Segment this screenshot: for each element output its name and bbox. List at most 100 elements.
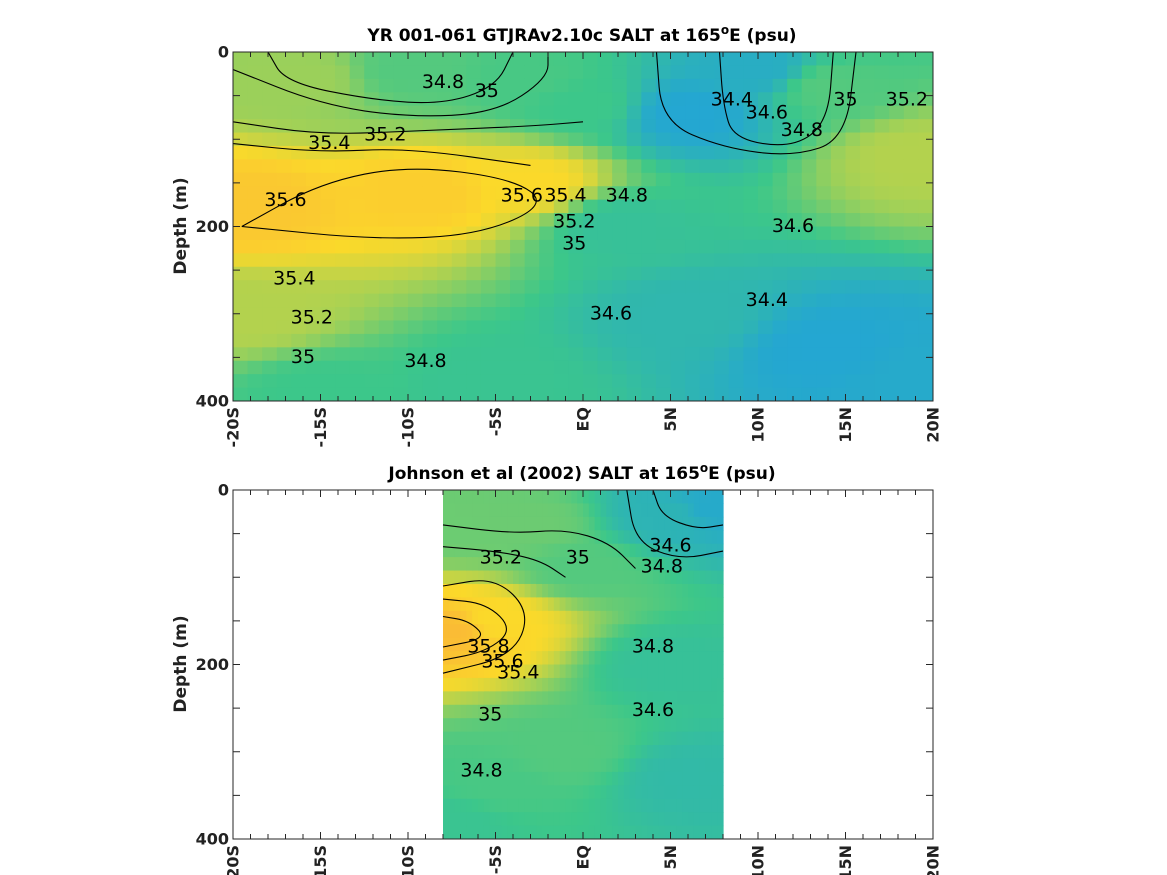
field-cell bbox=[816, 172, 832, 187]
field-cell bbox=[594, 745, 602, 760]
field-cell bbox=[830, 253, 847, 268]
field-cell bbox=[539, 159, 555, 174]
field-cell bbox=[658, 570, 666, 585]
field-cell bbox=[647, 543, 654, 558]
x-tick-label: -5S bbox=[486, 407, 505, 436]
field-cell bbox=[682, 758, 689, 773]
field-cell bbox=[478, 490, 485, 505]
field-cell bbox=[507, 610, 514, 625]
field-cell bbox=[629, 704, 637, 719]
field-cell bbox=[699, 624, 707, 639]
field-cell bbox=[688, 704, 695, 719]
field-cell bbox=[743, 105, 759, 120]
field-cell bbox=[699, 691, 707, 706]
field-cell bbox=[553, 691, 561, 706]
field-cell bbox=[291, 92, 307, 107]
field-cell bbox=[530, 570, 537, 585]
field-cell bbox=[393, 119, 409, 134]
field-cell bbox=[478, 771, 485, 786]
field-cell bbox=[422, 172, 438, 187]
contour-label: 34.8 bbox=[460, 759, 502, 781]
field-cell bbox=[553, 745, 561, 760]
field-cell bbox=[454, 557, 462, 572]
field-cell bbox=[641, 132, 657, 147]
field-cell bbox=[606, 490, 613, 505]
field-cell bbox=[247, 374, 263, 389]
field-cell bbox=[571, 490, 578, 505]
field-cell bbox=[536, 745, 543, 760]
field-cell bbox=[364, 199, 380, 214]
field-cell bbox=[693, 557, 701, 572]
field-cell bbox=[568, 199, 584, 214]
field-cell bbox=[408, 78, 424, 93]
field-cell bbox=[612, 785, 619, 800]
field-cell bbox=[845, 145, 861, 160]
field-cell bbox=[653, 557, 660, 572]
field-cell bbox=[653, 745, 660, 760]
field-cell bbox=[874, 172, 890, 187]
field-cell bbox=[443, 503, 450, 518]
field-cell bbox=[597, 360, 613, 375]
field-cell bbox=[553, 119, 570, 134]
panel-bottom: Johnson et al (2002) SALT at 165oE (psu)… bbox=[171, 461, 943, 875]
field-cell bbox=[714, 65, 730, 80]
field-cell bbox=[513, 651, 520, 666]
field-cell bbox=[658, 798, 666, 813]
field-cell bbox=[594, 651, 602, 666]
field-cell bbox=[451, 387, 467, 401]
field-cell bbox=[539, 293, 555, 308]
field-cell bbox=[495, 731, 502, 746]
field-cell bbox=[728, 172, 745, 187]
field-cell bbox=[448, 691, 456, 706]
field-cell bbox=[676, 610, 683, 625]
field-cell bbox=[571, 610, 578, 625]
field-cell bbox=[641, 624, 648, 639]
field-cell bbox=[349, 65, 365, 80]
field-cell bbox=[364, 105, 380, 120]
field-cell bbox=[676, 651, 683, 666]
field-cell bbox=[454, 610, 462, 625]
field-cell bbox=[623, 771, 631, 786]
field-cell bbox=[495, 280, 511, 295]
field-cell bbox=[349, 239, 365, 254]
field-cell bbox=[495, 530, 502, 545]
field-cell bbox=[483, 597, 491, 612]
y-tick-label: 200 bbox=[196, 217, 229, 236]
field-cell bbox=[860, 266, 876, 281]
field-cell bbox=[577, 731, 584, 746]
field-cell bbox=[408, 239, 424, 254]
field-cell bbox=[682, 731, 689, 746]
field-cell bbox=[629, 597, 637, 612]
field-cell bbox=[600, 704, 607, 719]
field-cell bbox=[618, 812, 625, 827]
field-cell bbox=[451, 266, 467, 281]
field-cell bbox=[711, 758, 718, 773]
field-cell bbox=[524, 132, 540, 147]
field-cell bbox=[548, 570, 555, 585]
field-cell bbox=[422, 226, 438, 241]
field-cell bbox=[658, 597, 666, 612]
field-cell bbox=[451, 280, 467, 295]
field-cell bbox=[594, 490, 602, 505]
field-cell bbox=[860, 172, 876, 187]
field-cell bbox=[460, 543, 467, 558]
field-cell bbox=[489, 825, 497, 839]
field-cell bbox=[664, 771, 672, 786]
field-cell bbox=[612, 186, 628, 201]
field-cell bbox=[676, 731, 683, 746]
field-cell bbox=[495, 637, 502, 652]
field-cell bbox=[658, 691, 666, 706]
field-cell bbox=[247, 360, 263, 375]
field-cell bbox=[483, 490, 491, 505]
field-cell bbox=[860, 307, 876, 322]
field-cell bbox=[830, 52, 847, 67]
field-cell bbox=[553, 758, 561, 773]
field-cell bbox=[501, 597, 508, 612]
field-cell bbox=[262, 186, 278, 201]
field-cell bbox=[518, 597, 526, 612]
field-cell bbox=[816, 307, 832, 322]
field-cell bbox=[565, 624, 572, 639]
field-cell bbox=[443, 771, 450, 786]
field-cell bbox=[518, 557, 526, 572]
field-cell bbox=[291, 320, 307, 335]
